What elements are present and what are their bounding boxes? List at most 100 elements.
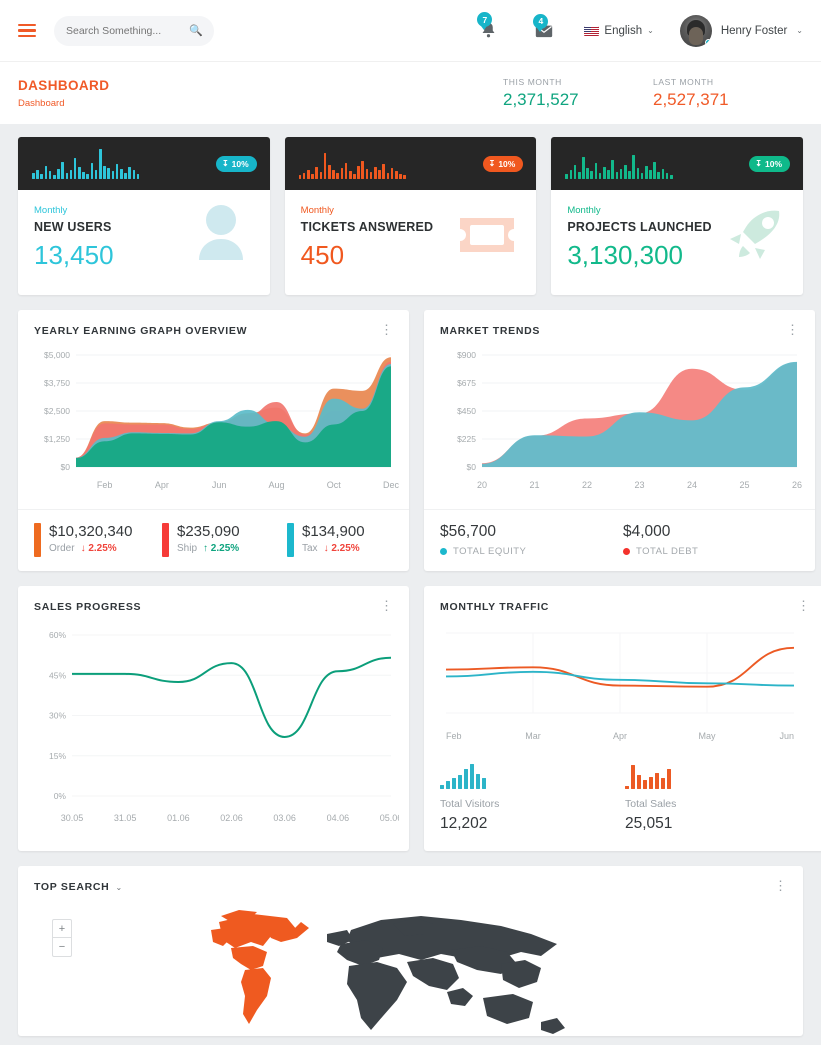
page-header: DASHBOARD Dashboard THIS MONTH 2,371,527… [0, 61, 821, 124]
stat-card-projects-launched: ↧ 10% Monthly PROJECTS LAUNCHED 3,130,30… [551, 137, 804, 295]
trend-value: 10% [765, 158, 783, 169]
svg-text:01.06: 01.06 [167, 813, 190, 823]
chevron-down-icon: ⌄ [796, 26, 803, 35]
trend-value: 10% [231, 158, 249, 169]
kebab-menu-icon[interactable]: ⋮ [774, 878, 787, 893]
stat-value: 2,371,527 [503, 89, 579, 109]
legend-tax: $134,900 Tax ↓ 2.25% [287, 523, 365, 557]
kebab-menu-icon[interactable]: ⋮ [786, 322, 799, 337]
sparkline [565, 149, 673, 179]
search-box[interactable]: 🔍 [54, 15, 214, 46]
svg-text:$1,250: $1,250 [44, 434, 70, 444]
messages-badge: 4 [533, 13, 549, 32]
page-title-block: DASHBOARD Dashboard [18, 78, 109, 109]
legend-value: $4,000 [623, 523, 671, 540]
hamburger-icon[interactable] [18, 21, 36, 41]
legend-total-equity: $56,700 TOTAL EQUITY [440, 523, 623, 557]
card-header: MONTHLY TRAFFIC ⋮ [424, 586, 821, 613]
card-title: MARKET TRENDS [440, 325, 541, 337]
trend-badge: ↧ 10% [215, 155, 257, 172]
world-map[interactable] [18, 904, 803, 1034]
svg-text:26: 26 [792, 480, 802, 490]
stat-value: 2,527,371 [653, 89, 729, 109]
legend-label: TOTAL DEBT [636, 546, 699, 557]
card-title: TOP SEARCH [34, 881, 110, 893]
traffic-value: 25,051 [625, 815, 673, 832]
legend-label: Order [49, 543, 75, 554]
svg-text:25: 25 [739, 480, 749, 490]
header-stat-this-month: THIS MONTH 2,371,527 [503, 77, 653, 110]
svg-text:Feb: Feb [446, 731, 462, 741]
svg-text:$450: $450 [457, 406, 476, 416]
card-footer: $56,700 TOTAL EQUITY $4,000 TOTAL DEBT [424, 509, 815, 571]
stat-period: Monthly [567, 205, 601, 216]
stat-value: 13,450 [34, 240, 114, 270]
card-sales-progress: SALES PROGRESS ⋮ 0% 15% 30% 45% 60% 30.05 31.0… [18, 586, 409, 851]
svg-text:24: 24 [687, 480, 697, 490]
svg-text:22: 22 [582, 480, 592, 490]
svg-text:Feb: Feb [97, 480, 113, 490]
top-bar: 🔍 7 4 English ⌄ Henry Foster [0, 0, 821, 61]
svg-text:45%: 45% [49, 670, 66, 680]
stat-card-body: Monthly NEW USERS 13,450 [18, 190, 270, 295]
stat-card-tickets-answered: ↧ 10% Monthly TICKETS ANSWERED 450 [284, 137, 537, 295]
stat-title: TICKETS ANSWERED [300, 220, 434, 234]
sparkline [440, 761, 625, 789]
svg-text:$5,000: $5,000 [44, 350, 70, 360]
card-title: YEARLY EARNING GRAPH OVERVIEW [34, 325, 248, 337]
legend-label: Ship [177, 543, 198, 554]
legend-delta: ↑ 2.25% [203, 543, 240, 554]
stat-title: NEW USERS [34, 220, 112, 234]
traffic-total-sales: Total Sales 25,051 [625, 761, 810, 833]
stat-period: Monthly [34, 205, 68, 216]
card-header: MARKET TRENDS ⋮ [424, 310, 815, 337]
svg-text:Aug: Aug [268, 480, 284, 490]
stat-title: PROJECTS LAUNCHED [567, 220, 712, 234]
card-monthly-traffic: MONTHLY TRAFFIC ⋮ Feb Mar Apr May Jun Total … [424, 586, 821, 851]
legend-dot [623, 548, 630, 555]
trend-badge: ↧ 10% [749, 155, 791, 172]
stat-value: 450 [300, 240, 345, 270]
notifications-button[interactable]: 7 [460, 12, 516, 40]
svg-text:04.06: 04.06 [327, 813, 350, 823]
legend-order: $10,320,340 Order ↓ 2.25% [34, 523, 162, 557]
user-menu[interactable]: Henry Foster ⌄ [679, 14, 803, 47]
card-title: SALES PROGRESS [34, 601, 142, 613]
map-zoom-in-button[interactable]: + [53, 920, 71, 938]
chart-row-1: YEARLY EARNING GRAPH OVERVIEW ⋮ $0 $1,250… [18, 310, 815, 571]
sparkline [32, 148, 140, 179]
kebab-menu-icon[interactable]: ⋮ [380, 598, 393, 613]
kebab-menu-icon[interactable]: ⋮ [380, 322, 393, 337]
trend-badge: ↧ 10% [482, 155, 524, 172]
search-input[interactable] [66, 24, 186, 37]
kebab-menu-icon[interactable]: ⋮ [797, 598, 810, 613]
svg-text:03.06: 03.06 [273, 813, 296, 823]
map-zoom-controls[interactable]: + − [52, 919, 72, 957]
yearly-earning-chart: $0 $1,250 $2,500 $3,750 $5,000 Feb Apr Jun Aug Oc… [18, 337, 409, 509]
legend-delta: ↓ 2.25% [323, 543, 360, 554]
avatar [679, 14, 712, 47]
notifications-badge: 7 [477, 12, 493, 30]
breadcrumb[interactable]: Dashboard [18, 97, 65, 109]
legend-delta: ↓ 2.25% [80, 543, 117, 554]
legend-value: $10,320,340 [49, 523, 133, 540]
header-stat-last-month: LAST MONTH 2,527,371 [653, 77, 803, 110]
legend-label: Tax [302, 543, 318, 554]
messages-button[interactable]: 4 [516, 13, 572, 39]
legend-ship: $235,090 Ship ↑ 2.25% [162, 523, 287, 557]
stat-card-new-users: ↧ 10% Monthly NEW USERS 13,450 [18, 137, 270, 295]
svg-text:15%: 15% [49, 751, 66, 761]
rocket-icon [727, 208, 785, 264]
svg-text:21: 21 [529, 480, 539, 490]
chevron-down-icon[interactable]: ⌄ [115, 882, 123, 892]
search-icon[interactable]: 🔍 [189, 25, 203, 37]
map-zoom-out-button[interactable]: − [58, 941, 66, 953]
svg-text:$675: $675 [457, 378, 476, 388]
svg-text:05.06: 05.06 [380, 813, 399, 823]
card-market-trends: MARKET TRENDS ⋮ $0 $225 $450 $675 $900 20 21 22… [424, 310, 815, 571]
stat-value: 3,130,300 [567, 240, 684, 270]
svg-text:31.05: 31.05 [114, 813, 137, 823]
chevron-down-icon: ⌄ [647, 26, 654, 35]
language-selector[interactable]: English ⌄ [584, 25, 654, 37]
ticket-icon [456, 214, 518, 256]
